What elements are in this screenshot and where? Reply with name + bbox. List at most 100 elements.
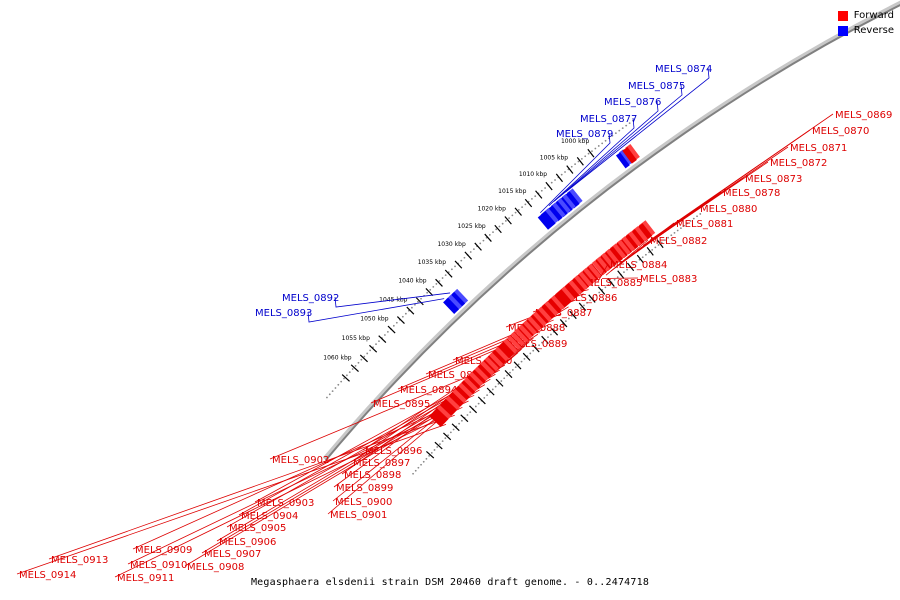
- gene-label: MELS_0885: [585, 278, 642, 289]
- forward-gene: [437, 395, 461, 418]
- gene-label: MELS_0886: [560, 293, 617, 304]
- tick: 1035 kbp: [418, 259, 531, 370]
- leader-line: [334, 292, 451, 308]
- tick-label: 1020 kbp: [478, 205, 506, 212]
- reverse-gene: [448, 288, 469, 309]
- gene-label: MELS_0910: [130, 560, 187, 571]
- forward-gene: [562, 279, 583, 301]
- tick: 1000 kbp: [561, 138, 664, 256]
- reverse-gene: [443, 294, 463, 314]
- tick-label: 1035 kbp: [418, 259, 446, 266]
- gene-label: MELS_0881: [676, 219, 733, 230]
- gene-label: MELS_0871: [790, 143, 847, 154]
- gene-label: MELS_0904: [241, 511, 298, 522]
- tick-label: 1060 kbp: [323, 354, 351, 361]
- gene-label: MELS_0908: [187, 562, 244, 573]
- gene-label: MELS_0872: [770, 158, 827, 169]
- reverse-gene-partial: [615, 149, 633, 169]
- forward-gene: [446, 388, 467, 409]
- gene-label: MELS_0891: [428, 370, 485, 381]
- tick-label: 1005 kbp: [540, 154, 568, 161]
- gene-label: MELS_0913: [51, 555, 108, 566]
- gene-label: MELS_0898: [344, 470, 401, 481]
- gene-label: MELS_0876: [604, 97, 661, 108]
- gene-label: MELS_0909: [135, 545, 192, 556]
- leader-line: [48, 414, 455, 560]
- leader-line: [548, 117, 635, 206]
- gene-label: MELS_0877: [580, 114, 637, 125]
- legend-forward[interactable]: Forward: [837, 8, 894, 23]
- forward-gene: [475, 360, 495, 381]
- gene-label: MELS_0893: [255, 308, 312, 319]
- forward-gene-partial: [622, 144, 640, 164]
- gene-label: MELS_0906: [219, 537, 276, 548]
- legend-forward-label: Forward: [853, 10, 894, 21]
- forward-gene: [495, 338, 518, 361]
- gene-label: MELS_0902: [272, 455, 329, 466]
- gene-label: MELS_0884: [610, 260, 667, 271]
- tick: 1010 kbp: [519, 171, 625, 287]
- forward-gene: [538, 300, 559, 321]
- legend-reverse-label: Reverse: [853, 25, 894, 36]
- tick-label: 1000 kbp: [561, 138, 589, 145]
- leader-line: [565, 67, 710, 193]
- leader-line: [553, 100, 659, 202]
- tick: 1060 kbp: [323, 354, 443, 459]
- gene-label: MELS_0880: [700, 204, 757, 215]
- leader-line: [307, 298, 445, 323]
- forward-genes: MELS_0869 MELS_0870 MELS_0871 MELS_0872 MELS…: [16, 110, 892, 584]
- leader-line: [601, 277, 639, 279]
- legend: Forward Reverse: [837, 8, 894, 38]
- tick-label: 1050 kbp: [360, 315, 388, 322]
- forward-gene: [459, 377, 479, 397]
- leader-line: [610, 222, 675, 272]
- gene-label: MELS_0887: [535, 308, 592, 319]
- tick: 1055 kbp: [342, 335, 460, 441]
- gene-label: MELS_0900: [335, 497, 392, 508]
- gene-label: MELS_0878: [723, 188, 780, 199]
- legend-reverse[interactable]: Reverse: [837, 23, 894, 38]
- forward-gene: [429, 404, 452, 428]
- reverse-swatch-icon: [837, 25, 848, 36]
- gene-label: MELS_0875: [628, 81, 685, 92]
- gene-label: MELS_0914: [19, 570, 76, 581]
- reverse-gene: [563, 188, 583, 209]
- tick: 1050 kbp: [360, 315, 478, 423]
- tick-label: 1015 kbp: [498, 188, 526, 195]
- tick: 1005 kbp: [540, 154, 644, 272]
- gene-label: MELS_0901: [330, 510, 387, 521]
- forward-gene: [489, 346, 509, 367]
- tick-label: 1040 kbp: [398, 278, 426, 285]
- tick: 1025 kbp: [457, 223, 568, 336]
- forward-gene: [464, 371, 484, 391]
- backbone: [322, 0, 900, 461]
- gene-label: MELS_0889: [510, 339, 567, 350]
- gene-label: MELS_0905: [229, 523, 286, 534]
- gene-label: MELS_0899: [336, 483, 393, 494]
- leader-line: [540, 132, 611, 214]
- gene-label: MELS_0879: [556, 129, 613, 140]
- tick: 1030 kbp: [437, 241, 549, 353]
- gene-label: MELS_0897: [353, 458, 410, 469]
- forward-gene: [545, 295, 565, 315]
- leader-line: [127, 400, 469, 565]
- forward-gene: [552, 286, 575, 310]
- tick-label: 1025 kbp: [457, 223, 485, 230]
- reverse-genes: MELS_0874 MELS_0875 MELS_0876 MELS_0877 MELS…: [255, 64, 712, 323]
- map-caption: Megasphaera elsdenii strain DSM 20460 dr…: [250, 577, 650, 588]
- gene-label: MELS_0870: [812, 126, 869, 137]
- forward-gene: [469, 366, 489, 386]
- reverse-gene: [547, 202, 566, 222]
- tick: 1040 kbp: [398, 278, 513, 387]
- forward-gene: [606, 243, 626, 264]
- gene-label: MELS_0869: [835, 110, 892, 121]
- leader-line: [597, 263, 609, 283]
- gene-label: MELS_0874: [655, 64, 712, 75]
- reverse-gene: [537, 208, 559, 230]
- tick: 1015 kbp: [498, 188, 606, 303]
- gene-label: MELS_0911: [117, 573, 174, 584]
- forward-swatch-icon: [837, 10, 848, 21]
- gene-label: MELS_0894: [400, 385, 457, 396]
- forward-gene: [453, 382, 473, 403]
